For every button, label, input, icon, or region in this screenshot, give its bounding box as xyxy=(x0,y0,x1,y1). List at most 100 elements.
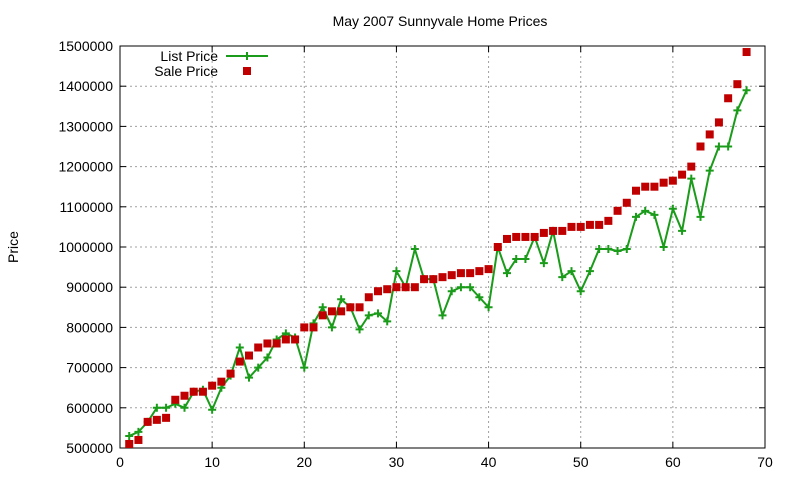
y-axis-label: Price xyxy=(5,231,21,263)
y-tick-label: 1400000 xyxy=(58,78,113,94)
data-point-list-price xyxy=(374,309,382,318)
data-point-sale-price xyxy=(724,94,733,103)
data-point-sale-price xyxy=(696,142,705,151)
legend: List Price Sale Price xyxy=(154,48,268,79)
data-point-sale-price xyxy=(466,269,475,278)
y-tick-label: 900000 xyxy=(66,279,113,295)
data-point-list-price xyxy=(438,311,447,320)
data-point-sale-price xyxy=(254,343,263,352)
data-point-sale-price xyxy=(374,287,382,296)
data-point-sale-price xyxy=(180,391,189,400)
y-tick-label: 800000 xyxy=(66,319,113,335)
data-point-sale-price xyxy=(632,186,640,195)
data-point-sale-price xyxy=(392,283,401,292)
data-point-sale-price xyxy=(576,222,585,231)
data-point-list-price xyxy=(696,212,705,221)
data-point-sale-price xyxy=(512,232,521,241)
data-point-sale-price xyxy=(327,307,336,316)
data-point-sale-price xyxy=(355,303,364,312)
y-tick-label: 1300000 xyxy=(58,118,113,134)
data-point-sale-price xyxy=(521,232,530,241)
data-point-sale-price xyxy=(217,377,226,386)
data-point-sale-price xyxy=(585,220,594,229)
data-point-list-price xyxy=(539,259,548,268)
data-point-sale-price xyxy=(613,206,622,215)
data-point-sale-price xyxy=(659,178,668,187)
data-point-sale-price xyxy=(567,222,576,231)
data-point-sale-price xyxy=(429,275,438,284)
data-point-sale-price xyxy=(705,130,714,139)
x-tick-label: 70 xyxy=(757,454,773,470)
chart-title: May 2007 Sunnyvale Home Prices xyxy=(333,13,548,29)
data-point-sale-price xyxy=(281,335,290,344)
data-point-sale-price xyxy=(337,307,346,316)
data-point-sale-price xyxy=(641,182,650,191)
data-point-sale-price xyxy=(650,182,659,191)
data-point-list-price xyxy=(466,283,475,292)
data-point-sale-price xyxy=(383,285,392,294)
data-point-list-price xyxy=(364,311,373,320)
data-point-list-price xyxy=(484,303,493,312)
data-point-sale-price xyxy=(410,283,419,292)
data-point-sale-price xyxy=(134,435,143,444)
data-point-sale-price xyxy=(622,198,631,207)
data-point-list-price xyxy=(558,273,567,282)
data-point-sale-price xyxy=(714,118,723,127)
data-point-list-price xyxy=(668,204,677,213)
x-tick-label: 10 xyxy=(204,454,220,470)
data-point-list-price xyxy=(327,323,336,332)
x-tick-label: 50 xyxy=(573,454,589,470)
data-point-list-price xyxy=(337,295,346,304)
data-point-sale-price xyxy=(198,387,207,396)
data-point-list-price xyxy=(263,353,272,362)
data-point-list-price xyxy=(632,212,640,221)
legend-marker-list-price xyxy=(243,52,251,60)
data-point-sale-price xyxy=(678,170,687,179)
grid xyxy=(120,46,765,448)
data-point-list-price xyxy=(678,226,687,235)
data-point-sale-price xyxy=(235,357,244,366)
data-point-list-price xyxy=(724,142,733,151)
data-point-list-price xyxy=(392,267,401,276)
data-point-sale-price xyxy=(245,351,253,360)
data-point-list-price xyxy=(410,245,419,254)
data-point-list-price xyxy=(567,267,576,276)
ticks: 0 10 20 30 40 50 60 70 500000 600000 700000 800000 9… xyxy=(58,38,773,470)
data-point-list-price xyxy=(687,174,696,183)
data-point-list-price xyxy=(585,267,594,276)
data-point-list-price xyxy=(134,427,143,436)
data-point-list-price xyxy=(705,166,714,175)
data-point-sale-price xyxy=(346,303,355,312)
series-list-price xyxy=(125,86,751,440)
data-point-list-price xyxy=(595,245,604,254)
data-point-list-price xyxy=(622,245,631,254)
data-point-sale-price xyxy=(503,234,511,243)
data-point-list-price xyxy=(613,247,622,256)
y-tick-label: 1500000 xyxy=(58,38,113,54)
data-point-sale-price xyxy=(226,369,235,378)
data-point-list-price xyxy=(604,245,613,254)
data-point-list-price xyxy=(641,206,650,215)
data-point-sale-price xyxy=(687,162,696,171)
data-point-sale-price xyxy=(447,271,456,280)
data-point-list-price xyxy=(162,403,171,412)
data-point-sale-price xyxy=(272,339,281,348)
data-point-list-price xyxy=(475,293,484,302)
data-point-list-price xyxy=(245,373,253,382)
data-point-sale-price xyxy=(300,323,309,332)
legend-label-sale-price: Sale Price xyxy=(154,63,218,79)
data-point-sale-price xyxy=(558,226,567,235)
x-tick-label: 20 xyxy=(296,454,312,470)
data-point-sale-price xyxy=(475,267,484,276)
data-point-list-price xyxy=(650,210,659,219)
data-point-sale-price xyxy=(539,228,548,237)
data-point-sale-price xyxy=(493,243,502,251)
data-point-list-price xyxy=(447,287,456,296)
data-point-list-price xyxy=(521,255,530,264)
data-point-list-price xyxy=(383,317,392,326)
x-tick-label: 30 xyxy=(389,454,405,470)
data-point-list-price xyxy=(733,106,742,115)
